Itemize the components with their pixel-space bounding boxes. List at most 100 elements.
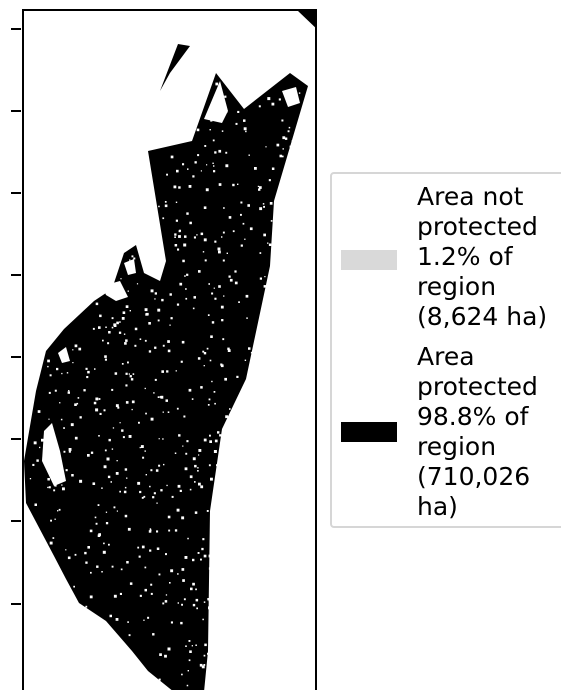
unprotected-pixel bbox=[106, 457, 110, 461]
unprotected-pixel bbox=[188, 388, 192, 392]
unprotected-pixel bbox=[184, 467, 188, 471]
legend: Area not protected 1.2% of region (8,624… bbox=[330, 172, 561, 528]
unprotected-pixel bbox=[183, 598, 186, 601]
unprotected-pixel bbox=[167, 349, 171, 353]
unprotected-pixel bbox=[125, 384, 128, 387]
unprotected-pixel bbox=[178, 235, 181, 238]
unprotected-pixel bbox=[203, 438, 207, 442]
unprotected-pixel bbox=[53, 489, 56, 492]
unprotected-pixel bbox=[60, 418, 63, 421]
unprotected-pixel bbox=[52, 537, 55, 539]
unprotected-pixel bbox=[107, 342, 110, 345]
unprotected-pixel bbox=[150, 417, 154, 421]
unprotected-pixel bbox=[202, 618, 204, 621]
unprotected-pixel bbox=[157, 319, 160, 322]
unprotected-pixel bbox=[149, 485, 151, 488]
unprotected-pixel bbox=[213, 165, 215, 167]
unprotected-pixel bbox=[58, 458, 60, 460]
unprotected-pixel bbox=[130, 378, 134, 381]
unprotected-pixel bbox=[158, 573, 161, 576]
unprotected-pixel bbox=[185, 288, 187, 290]
unprotected-pixel bbox=[211, 380, 213, 383]
unprotected-pixel bbox=[206, 510, 209, 512]
unprotected-pixel bbox=[226, 252, 228, 254]
unprotected-pixel bbox=[123, 490, 127, 494]
unprotected-pixel bbox=[34, 503, 37, 506]
unprotected-pixel bbox=[187, 670, 189, 672]
unprotected-pixel bbox=[47, 365, 49, 368]
unprotected-pixel bbox=[208, 606, 211, 610]
unprotected-pixel bbox=[98, 326, 101, 329]
unprotected-pixel bbox=[114, 372, 118, 375]
unprotected-pixel bbox=[170, 317, 173, 320]
unprotected-pixel bbox=[122, 436, 125, 439]
unprotected-pixel bbox=[254, 167, 257, 170]
unprotected-pixel bbox=[267, 97, 271, 101]
unprotected-pixel bbox=[235, 122, 238, 125]
unprotected-pixel bbox=[191, 398, 194, 400]
unprotected-pixel bbox=[237, 110, 240, 113]
unprotected-pixel bbox=[174, 236, 176, 238]
unprotected-pixel bbox=[126, 561, 129, 564]
unprotected-pixel bbox=[177, 602, 179, 604]
unprotected-pixel bbox=[154, 298, 156, 300]
unprotected-pixel bbox=[229, 278, 233, 282]
unprotected-pixel bbox=[121, 363, 124, 365]
unprotected-pixel bbox=[161, 298, 164, 302]
unprotected-pixel bbox=[204, 643, 207, 647]
unprotected-pixel bbox=[200, 170, 202, 172]
unprotected-pixel bbox=[153, 392, 155, 394]
unprotected-pixel bbox=[189, 221, 192, 225]
unprotected-pixel bbox=[137, 546, 140, 549]
unprotected-pixel bbox=[108, 543, 110, 546]
unprotected-pixel bbox=[85, 367, 88, 370]
unprotected-pixel bbox=[144, 387, 146, 390]
unprotected-pixel bbox=[117, 406, 120, 409]
unprotected-pixel bbox=[219, 434, 222, 437]
unprotected-pixel bbox=[208, 398, 211, 401]
unprotected-pixel bbox=[227, 349, 231, 352]
unprotected-pixel bbox=[176, 169, 179, 173]
unprotected-pixel bbox=[116, 460, 118, 462]
unprotected-pixel bbox=[181, 568, 185, 571]
unprotected-pixel bbox=[152, 496, 155, 499]
unprotected-pixel bbox=[271, 102, 275, 106]
unprotected-pixel bbox=[129, 582, 133, 585]
unprotected-pixel bbox=[237, 183, 239, 185]
unprotected-pixel bbox=[109, 614, 112, 618]
unprotected-pixel bbox=[167, 411, 170, 413]
unprotected-pixel bbox=[238, 301, 240, 303]
unprotected-pixel bbox=[54, 389, 57, 392]
unprotected-pixel bbox=[263, 285, 267, 288]
unprotected-pixel bbox=[194, 464, 197, 468]
unprotected-pixel bbox=[103, 542, 105, 545]
unprotected-pixel bbox=[216, 464, 218, 467]
unprotected-pixel bbox=[111, 448, 114, 450]
unprotected-pixel bbox=[51, 445, 53, 447]
unprotected-pixel bbox=[48, 391, 51, 394]
unprotected-pixel bbox=[169, 293, 172, 296]
unprotected-pixel bbox=[50, 519, 52, 522]
unprotected-pixel bbox=[113, 594, 117, 598]
unprotected-pixel bbox=[165, 594, 168, 596]
unprotected-pixel bbox=[129, 375, 132, 378]
unprotected-pixel bbox=[150, 469, 153, 472]
unprotected-pixel bbox=[149, 549, 152, 552]
unprotected-pixel bbox=[126, 477, 128, 479]
unprotected-pixel bbox=[212, 162, 214, 164]
unprotected-pixel bbox=[95, 397, 99, 401]
unprotected-pixel bbox=[136, 283, 139, 285]
unprotected-pixel bbox=[214, 240, 217, 243]
unprotected-patch bbox=[42, 423, 66, 486]
unprotected-pixel bbox=[259, 186, 262, 189]
unprotected-pixel bbox=[194, 481, 196, 483]
unprotected-pixel bbox=[125, 305, 129, 308]
unprotected-pixel bbox=[168, 529, 171, 532]
unprotected-pixel bbox=[101, 487, 103, 489]
unprotected-pixel bbox=[258, 188, 261, 191]
unprotected-pixel bbox=[94, 516, 97, 519]
unprotected-pixel bbox=[207, 652, 209, 655]
unprotected-pixel bbox=[127, 361, 129, 364]
unprotected-pixel bbox=[248, 154, 250, 156]
unprotected-patch bbox=[124, 259, 136, 275]
